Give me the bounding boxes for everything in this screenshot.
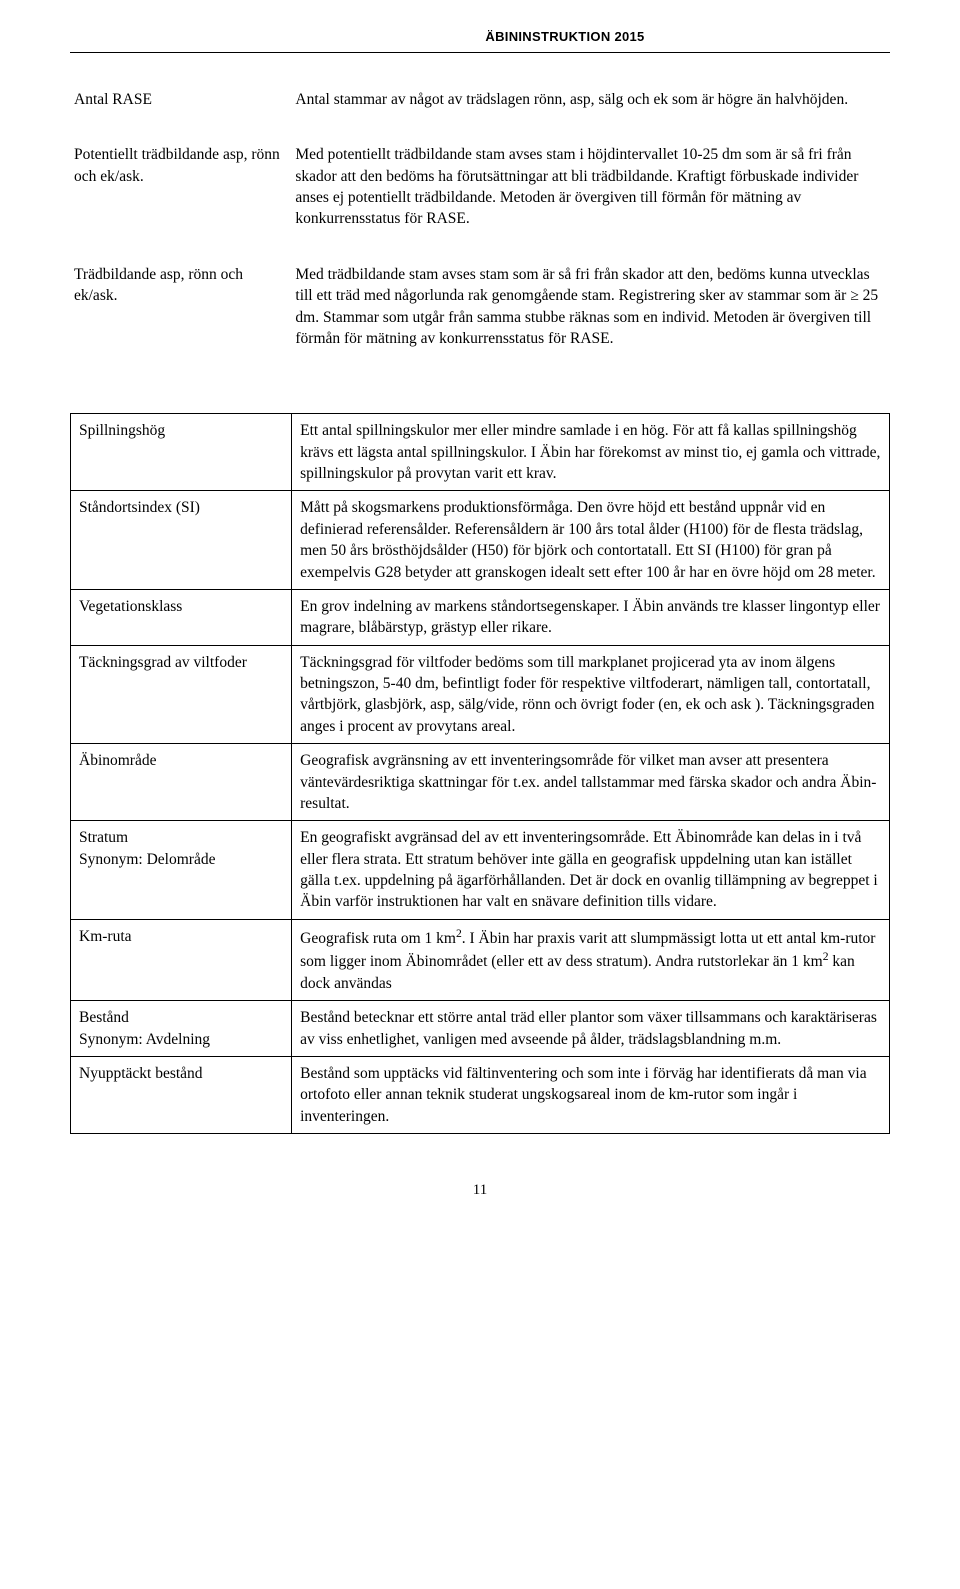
table-row: Ståndortsindex (SI) Mått på skogsmarkens… (71, 491, 890, 590)
definition-cell: Med trädbildande stam avses stam som är … (291, 258, 890, 378)
term-cell: Ståndortsindex (SI) (71, 491, 292, 590)
definition-cell: En geografiskt avgränsad del av ett inve… (292, 821, 890, 920)
definition-cell: Mått på skogsmarkens produktionsförmåga.… (292, 491, 890, 590)
term-cell: Potentiellt trädbildande asp, rönn och e… (70, 138, 291, 258)
table-row: Äbinområde Geografisk avgränsning av ett… (71, 744, 890, 821)
definition-cell: Ett antal spillningskulor mer eller mind… (292, 414, 890, 491)
table-row: Täckningsgrad av viltfoder Täckningsgrad… (71, 645, 890, 744)
table-row: BeståndSynonym: Avdelning Bestånd beteck… (71, 1001, 890, 1057)
table-row: Spillningshög Ett antal spillningskulor … (71, 414, 890, 491)
term-cell: Nyupptäckt bestånd (71, 1057, 292, 1134)
definition-cell: Geografisk avgränsning av ett inventerin… (292, 744, 890, 821)
term-cell: Äbinområde (71, 744, 292, 821)
definition-cell: Täckningsgrad för viltfoder bedöms som t… (292, 645, 890, 744)
table-row: Potentiellt trädbildande asp, rönn och e… (70, 138, 890, 258)
term-cell: Trädbildande asp, rönn och ek/ask. (70, 258, 291, 378)
definition-cell: Med potentiellt trädbildande stam avses … (291, 138, 890, 258)
term-cell: BeståndSynonym: Avdelning (71, 1001, 292, 1057)
definition-cell: Bestånd betecknar ett större antal träd … (292, 1001, 890, 1057)
table-row: Trädbildande asp, rönn och ek/ask. Med t… (70, 258, 890, 378)
definition-cell: Bestånd som upptäcks vid fältinventering… (292, 1057, 890, 1134)
header-title: ÄBININSTRUKTION 2015 (240, 28, 890, 46)
page-container: ÄBININSTRUKTION 2015 Antal RASE Antal st… (0, 0, 960, 1241)
definition-cell: Antal stammar av något av trädslagen rön… (291, 83, 890, 138)
definition-cell: Geografisk ruta om 1 km2. I Äbin har pra… (292, 919, 890, 1000)
term-cell: Antal RASE (70, 83, 291, 138)
term-cell: StratumSynonym: Delområde (71, 821, 292, 920)
definition-cell: En grov indelning av markens ståndortseg… (292, 589, 890, 645)
term-cell: Täckningsgrad av viltfoder (71, 645, 292, 744)
boxed-definition-table: Spillningshög Ett antal spillningskulor … (70, 413, 890, 1134)
table-row: StratumSynonym: Delområde En geografiskt… (71, 821, 890, 920)
table-row: Vegetationsklass En grov indelning av ma… (71, 589, 890, 645)
term-cell: Vegetationsklass (71, 589, 292, 645)
page-number: 11 (70, 1180, 890, 1201)
term-cell: Spillningshög (71, 414, 292, 491)
header-rule (70, 52, 890, 53)
table-row: Antal RASE Antal stammar av något av trä… (70, 83, 890, 138)
table-row: Nyupptäckt bestånd Bestånd som upptäcks … (71, 1057, 890, 1134)
table-row: Km-ruta Geografisk ruta om 1 km2. I Äbin… (71, 919, 890, 1000)
top-definition-table: Antal RASE Antal stammar av något av trä… (70, 83, 890, 377)
term-cell: Km-ruta (71, 919, 292, 1000)
